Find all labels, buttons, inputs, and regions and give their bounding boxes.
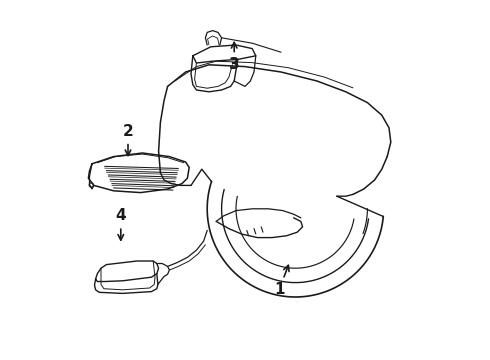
Text: 1: 1 bbox=[274, 265, 289, 297]
Text: 2: 2 bbox=[122, 124, 133, 156]
Text: 4: 4 bbox=[116, 208, 126, 240]
Text: 3: 3 bbox=[229, 42, 240, 72]
